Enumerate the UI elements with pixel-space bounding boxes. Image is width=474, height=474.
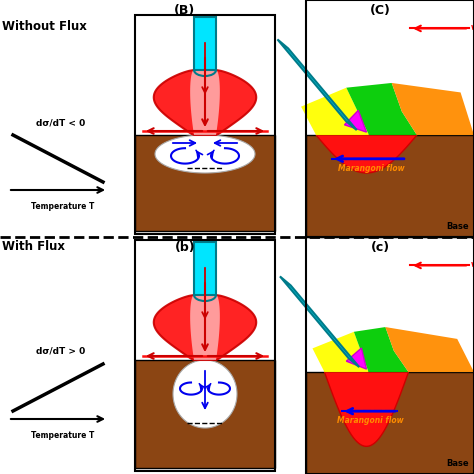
Polygon shape (346, 83, 417, 135)
Polygon shape (325, 372, 409, 447)
Polygon shape (316, 135, 417, 173)
Text: Base: Base (447, 459, 469, 468)
Text: (C): (C) (370, 4, 391, 17)
Polygon shape (190, 295, 220, 360)
Polygon shape (354, 327, 409, 372)
Text: Welding dire: Welding dire (471, 26, 474, 31)
Polygon shape (392, 83, 474, 135)
Polygon shape (301, 88, 369, 135)
Bar (194, 242, 216, 295)
Polygon shape (135, 360, 275, 468)
Text: (b): (b) (175, 241, 195, 254)
Text: dσ/dT > 0: dσ/dT > 0 (36, 347, 85, 356)
Polygon shape (306, 135, 474, 237)
Polygon shape (385, 327, 474, 372)
Text: (B): (B) (174, 4, 196, 17)
Text: Without Flux: Without Flux (2, 20, 87, 33)
Text: Welding dire: Welding dire (471, 263, 474, 268)
Polygon shape (345, 110, 366, 132)
Polygon shape (280, 276, 359, 367)
Bar (306, 0, 474, 237)
Polygon shape (346, 348, 366, 369)
Polygon shape (173, 360, 237, 428)
Polygon shape (135, 135, 275, 231)
Text: (c): (c) (371, 241, 390, 254)
Polygon shape (154, 70, 256, 135)
Polygon shape (306, 372, 474, 474)
Text: Marangoni flow: Marangoni flow (338, 164, 405, 173)
Bar (135, 240, 275, 471)
Polygon shape (154, 295, 256, 360)
Polygon shape (277, 39, 357, 130)
Polygon shape (190, 70, 220, 135)
Bar (135, 15, 275, 234)
Text: With Flux: With Flux (2, 240, 65, 253)
Bar (194, 17, 216, 70)
Text: Temperature T: Temperature T (31, 431, 95, 440)
Text: Marangoni flow: Marangoni flow (337, 416, 404, 425)
Text: dσ/dT < 0: dσ/dT < 0 (36, 118, 85, 127)
Text: Temperature T: Temperature T (31, 202, 95, 211)
Polygon shape (155, 135, 255, 173)
Polygon shape (312, 332, 369, 372)
Bar (306, 237, 474, 474)
Text: Base: Base (447, 222, 469, 231)
